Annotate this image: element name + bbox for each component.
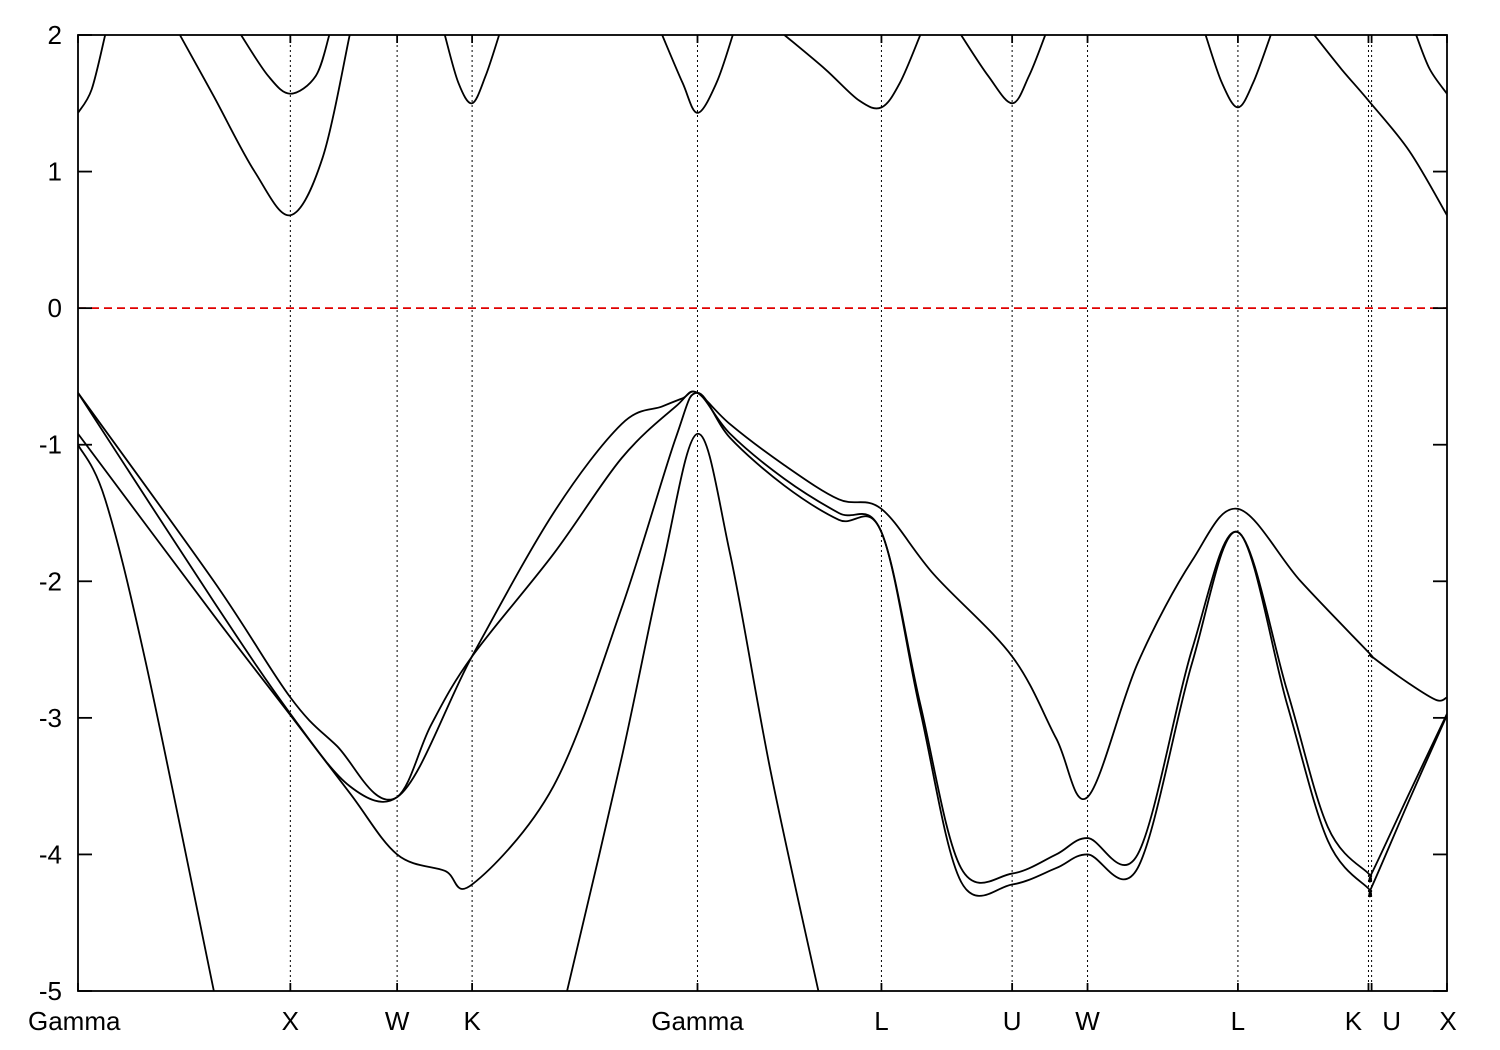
y-tick-label: 0 [48, 293, 62, 323]
y-tick-label: -3 [39, 703, 62, 733]
band-line [78, 390, 1447, 884]
x-tick-label: K [463, 1006, 481, 1036]
band-line [78, 390, 1447, 801]
x-tick-label: X [1439, 1006, 1456, 1036]
x-tick-label: Gamma [651, 1006, 744, 1036]
y-tick-label: -2 [39, 566, 62, 596]
band-line [783, 35, 922, 110]
y-tick-label: -1 [39, 430, 62, 460]
x-tick-label: W [1075, 1006, 1100, 1036]
x-tick-label: L [1231, 1006, 1245, 1036]
band-line [1204, 35, 1272, 109]
band-line [1313, 35, 1447, 216]
band-line [240, 35, 331, 95]
x-tick-label: U [1003, 1006, 1022, 1036]
band-line [443, 35, 501, 105]
x-tick-label: L [874, 1006, 888, 1036]
y-tick-label: 2 [48, 20, 62, 50]
band-line [78, 444, 215, 991]
band-line [78, 391, 1447, 898]
y-tick-label: 1 [48, 157, 62, 187]
band-line [661, 35, 734, 114]
x-tick-label: X [282, 1006, 299, 1036]
x-tick-label: U [1382, 1006, 1401, 1036]
band-line [78, 35, 107, 114]
plot-frame [77, 34, 1448, 992]
y-tick-label: -5 [39, 976, 62, 1006]
band-line [179, 35, 351, 217]
band-line [960, 35, 1047, 105]
x-tick-label: K [1345, 1006, 1363, 1036]
kpoint-gridlines [289, 35, 1373, 991]
x-tick-label: Gamma [28, 1006, 121, 1036]
band-line [1415, 35, 1447, 95]
band-line [566, 432, 820, 991]
x-axis-kpoint-labels: Gamma X W K Gamma L U W L K U X [28, 35, 1457, 1036]
y-axis-ticks: 2 1 0 -1 -2 -3 -4 -5 [39, 20, 1447, 1006]
band-lines [78, 35, 1447, 991]
x-tick-label: W [385, 1006, 410, 1036]
y-tick-label: -4 [39, 839, 62, 869]
